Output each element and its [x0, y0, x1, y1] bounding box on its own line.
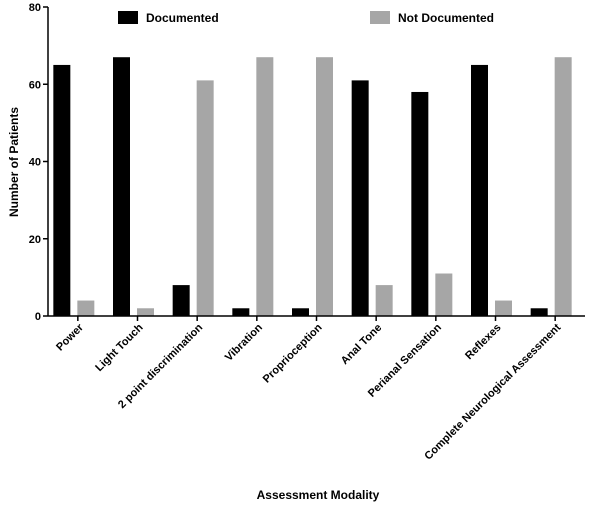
bar-not-documented-3 — [196, 80, 214, 316]
bar-documented-9 — [530, 308, 548, 316]
bars-layer — [53, 57, 572, 317]
legend-label-not-documented: Not Documented — [398, 11, 494, 25]
y-tick-label: 40 — [29, 157, 41, 169]
x-axis-title: Assessment Modality — [257, 488, 380, 502]
y-axis-title: Number of Patients — [7, 107, 21, 217]
bar-not-documented-5 — [316, 57, 333, 317]
legend: Documented Not Documented — [118, 11, 494, 25]
y-tick-label: 0 — [35, 311, 41, 323]
x-category-label: Light Touch — [93, 321, 146, 374]
bar-documented-2 — [113, 57, 130, 317]
y-tick-label: 20 — [29, 234, 41, 246]
legend-label-documented: Documented — [146, 11, 219, 25]
bar-documented-8 — [471, 64, 488, 316]
bar-not-documented-4 — [256, 57, 274, 317]
bar-documented-4 — [232, 308, 250, 316]
y-tick-label: 80 — [29, 2, 41, 14]
y-ticks-layer: 0 20 40 60 80 — [29, 2, 48, 323]
x-category-label: Reflexes — [463, 322, 503, 362]
bar-documented-5 — [292, 308, 309, 316]
bar-not-documented-7 — [435, 273, 453, 316]
bar-not-documented-2 — [137, 308, 154, 316]
x-category-label: Complete Neurological Assessment — [422, 321, 563, 462]
x-category-label: Proprioception — [261, 321, 325, 385]
bar-documented-3 — [172, 285, 190, 316]
bar-not-documented-1 — [77, 300, 95, 316]
bar-not-documented-9 — [554, 57, 572, 317]
bar-documented-7 — [411, 91, 429, 316]
bar-not-documented-6 — [375, 285, 393, 316]
y-tick-label: 60 — [29, 79, 41, 91]
bar-not-documented-8 — [495, 300, 512, 316]
x-category-label: Vibration — [223, 321, 265, 363]
legend-swatch-documented — [118, 11, 138, 24]
x-category-label: Power — [54, 321, 86, 353]
legend-swatch-not-documented — [370, 11, 390, 24]
bar-documented-6 — [351, 80, 369, 316]
bar-documented-1 — [53, 64, 71, 316]
x-category-label: Anal Tone — [339, 322, 385, 368]
